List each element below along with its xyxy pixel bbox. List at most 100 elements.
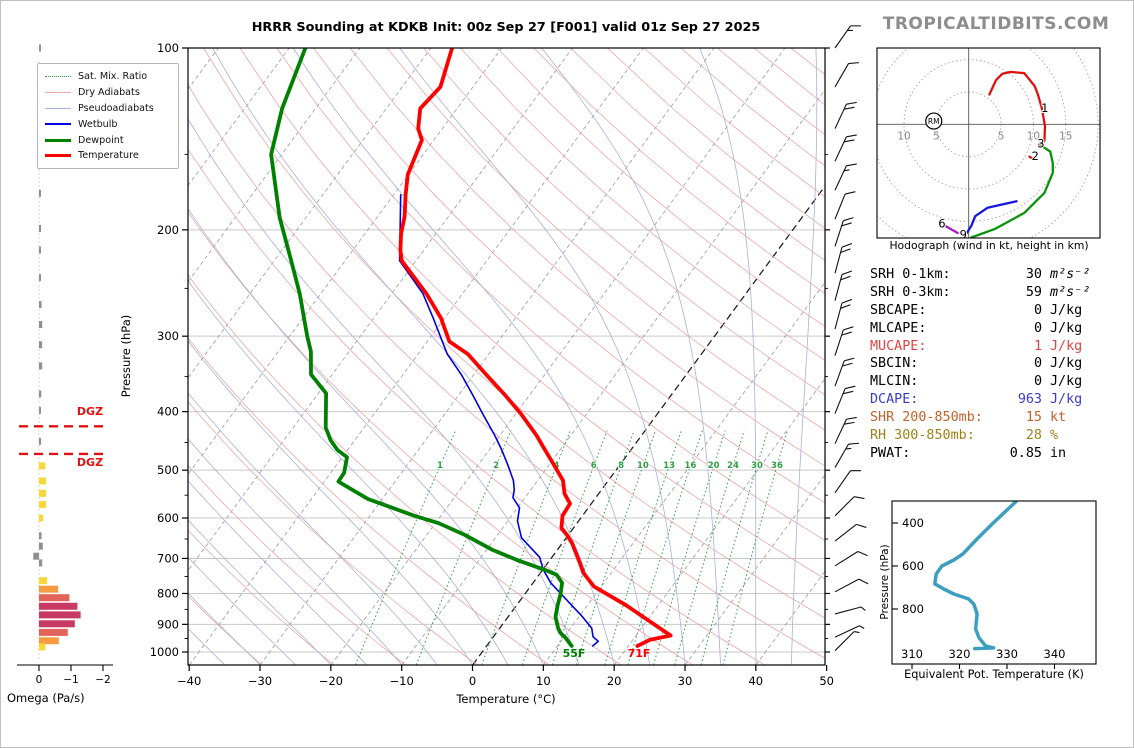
wind-barb-staff [834,523,857,542]
omega-axis-label: Omega (Pa/s) [7,691,85,705]
mixing-ratio-line [415,430,512,665]
thetae-panel [933,501,1018,651]
wind-barb-feather [840,275,851,281]
dry-adiabat-line [386,48,825,431]
dry-adiabat-line [276,48,825,541]
wind-barb-staff [834,193,846,220]
index-label: RH 300-850mb: [870,428,975,444]
index-label: PWAT: [870,445,911,461]
index-row: MLCAPE: 0 J/kg [870,321,1105,339]
wind-barb-feather [840,248,851,253]
wind-barb-staff [834,631,855,652]
hodograph-box [876,47,1101,239]
mixing-ratio-line [575,430,656,665]
wind-barb-feather [857,551,868,557]
legend-label: Sat. Mix. Ratio [78,71,148,83]
hodograph-height-label: 9 [960,227,967,241]
dry-adiabat-line [188,148,765,665]
temperature-trace [398,48,673,648]
wind-barb [834,62,860,88]
wind-barb-staff [834,360,845,387]
index-value: 59 [1025,284,1042,300]
index-value: 0 [1033,374,1042,390]
omega-bar [39,602,78,610]
skewt-background: 1 2 4 6 8 10 13 16 20 24 30 36 [188,48,825,665]
dgz-label-upper: DGZ [76,405,104,418]
omega-bar [39,501,47,509]
legend-label: Dry Adiabats [78,87,140,99]
mixing-ratio-label: 2 [493,461,499,471]
index-row: MLCIN: 0 J/kg [870,374,1105,392]
omega-bar [39,514,44,522]
index-value: 0.85 [1009,445,1042,461]
index-unit: J/kg [1050,374,1083,390]
index-unit: m²s⁻² [1050,267,1091,282]
page-title: HRRR Sounding at KDKB Init: 00z Sep 27 [… [251,20,761,35]
omega-bar [39,225,41,233]
wind-barb-feather [843,139,855,143]
wind-barb-staff [834,606,862,615]
index-unit: J/kg [1050,320,1083,336]
omega-tick-label: 0 [36,674,43,686]
wind-barb-staff [834,551,859,567]
index-label: MLCIN: [870,374,919,390]
omega-bar [39,44,41,52]
index-unit: m²s⁻² [1050,284,1091,300]
wind-barb-feather [848,62,860,65]
legend-label: Pseudoadiabats [78,102,154,114]
wind-barb-staff [834,25,851,49]
dry-adiabat-line [188,595,262,665]
mixing-ratio-label: 1 [437,461,443,471]
omega-bar [39,246,41,254]
wind-barb-feather [842,362,853,367]
legend-item-pseudoadiabats: Pseudoadiabats [45,101,171,117]
wind-barb-staff [834,247,843,274]
wind-barb-staff [834,274,843,301]
omega-bar [39,611,81,619]
omega-bar [39,390,42,398]
omega-bar [33,552,39,560]
wind-barb-staff [834,388,846,414]
index-row: SBCIN: 0 J/kg [870,356,1105,374]
storm-motion-rm-marker [925,112,943,130]
dry-adiabat-line [188,337,550,665]
hodograph-height-label: 6 [938,216,945,230]
mixing-ratio-label: 36 [771,461,783,471]
wind-barb [834,357,855,387]
hodograph-axis-label: 5 [998,130,1005,142]
wind-barb-feather [841,270,853,276]
wind-barb [834,326,854,356]
wind-barb-feather [858,578,869,585]
dry-adiabat-line [313,48,825,504]
wind-barb-feather [846,416,857,420]
wind-barb-staff [834,302,843,330]
thetae-trace [933,501,1018,651]
pseudoadiabat-line [212,48,615,665]
omega-bar [39,489,47,497]
pressure-tick-label: 900 [157,617,179,631]
mixing-ratio-label: 6 [591,461,597,471]
omega-bar [39,462,46,470]
hodograph-height-label: 1 [1041,101,1048,115]
pressure-tick-label: 600 [157,511,179,525]
index-value: 15 [1025,410,1042,426]
isotherm-line [188,48,432,379]
index-value: 0 [1033,320,1042,336]
pseudoadiabat-line [292,48,651,665]
wind-barb-staff [834,443,849,468]
omega-bar [39,437,41,445]
omega-bar [39,620,75,628]
index-row: MUCAPE: 1 J/kg [870,339,1105,357]
legend-item-dry-adiabats: Dry Adiabats [45,85,171,101]
index-value: 28 [1025,428,1042,444]
omega-bar [39,301,42,309]
wind-barb-feather [853,496,865,500]
pseudoadiabat-line [188,340,473,665]
wind-barb-staff [834,220,844,247]
hodograph-axis-label: 10 [897,130,910,142]
wind-barb [834,578,869,593]
hodograph-trace-0-3km [988,70,1047,146]
omega-bar [39,532,42,540]
legend: Sat. Mix. Ratio Dry Adiabats Pseudoadiab… [37,63,179,169]
